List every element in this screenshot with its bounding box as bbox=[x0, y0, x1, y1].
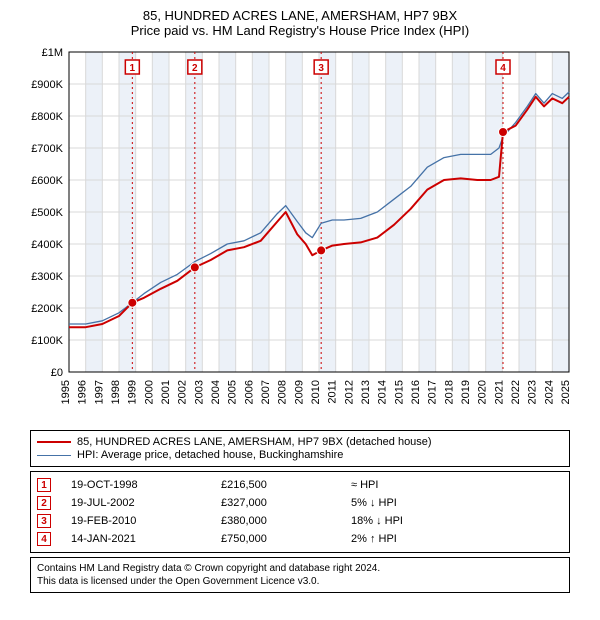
svg-text:2003: 2003 bbox=[193, 380, 205, 404]
footer-line: Contains HM Land Registry data © Crown c… bbox=[37, 562, 563, 575]
svg-text:2000: 2000 bbox=[143, 380, 155, 404]
svg-text:1996: 1996 bbox=[77, 380, 89, 404]
svg-text:2001: 2001 bbox=[160, 380, 172, 404]
svg-text:2020: 2020 bbox=[477, 380, 489, 404]
svg-text:2: 2 bbox=[192, 63, 198, 74]
tx-hpi-relation: 2% ↑ HPI bbox=[351, 533, 397, 545]
svg-text:1: 1 bbox=[130, 63, 136, 74]
svg-text:£200K: £200K bbox=[31, 303, 63, 315]
svg-text:2022: 2022 bbox=[510, 380, 522, 404]
svg-text:2021: 2021 bbox=[493, 380, 505, 404]
tx-price: £216,500 bbox=[221, 479, 351, 491]
svg-text:1995: 1995 bbox=[60, 380, 72, 404]
svg-text:2015: 2015 bbox=[393, 380, 405, 404]
svg-text:£500K: £500K bbox=[31, 207, 63, 219]
tx-date: 14-JAN-2021 bbox=[71, 533, 221, 545]
tx-date: 19-FEB-2010 bbox=[71, 515, 221, 527]
svg-text:£600K: £600K bbox=[31, 175, 63, 187]
tx-price: £327,000 bbox=[221, 497, 351, 509]
svg-text:£900K: £900K bbox=[31, 79, 63, 91]
svg-text:2025: 2025 bbox=[560, 380, 572, 404]
tx-marker: 1 bbox=[37, 478, 51, 492]
svg-text:2024: 2024 bbox=[543, 380, 555, 404]
svg-text:£300K: £300K bbox=[31, 271, 63, 283]
svg-text:£0: £0 bbox=[51, 367, 63, 379]
legend-item-property: 85, HUNDRED ACRES LANE, AMERSHAM, HP7 9B… bbox=[37, 436, 563, 448]
tx-marker: 3 bbox=[37, 514, 51, 528]
tx-price: £380,000 bbox=[221, 515, 351, 527]
svg-text:2014: 2014 bbox=[377, 380, 389, 404]
legend-label: 85, HUNDRED ACRES LANE, AMERSHAM, HP7 9B… bbox=[77, 436, 432, 448]
svg-text:2009: 2009 bbox=[293, 380, 305, 404]
svg-text:£800K: £800K bbox=[31, 111, 63, 123]
svg-text:2016: 2016 bbox=[410, 380, 422, 404]
svg-text:£1M: £1M bbox=[42, 47, 63, 59]
tx-hpi-relation: 18% ↓ HPI bbox=[351, 515, 403, 527]
svg-text:2004: 2004 bbox=[210, 380, 222, 404]
table-row: 1 19-OCT-1998£216,500≈ HPI bbox=[37, 476, 563, 494]
page-title: 85, HUNDRED ACRES LANE, AMERSHAM, HP7 9B… bbox=[10, 8, 590, 23]
tx-marker: 2 bbox=[37, 496, 51, 510]
legend-swatch bbox=[37, 455, 71, 456]
transactions-table: 1 19-OCT-1998£216,500≈ HPI 2 19-JUL-2002£32… bbox=[30, 471, 570, 553]
svg-text:2002: 2002 bbox=[177, 380, 189, 404]
svg-text:£400K: £400K bbox=[31, 239, 63, 251]
svg-text:2010: 2010 bbox=[310, 380, 322, 404]
tx-marker: 4 bbox=[37, 532, 51, 546]
svg-text:2019: 2019 bbox=[460, 380, 472, 404]
svg-text:3: 3 bbox=[318, 63, 324, 74]
price-chart: £0 £100K £200K £300K £400K £500K £600K £700K £80… bbox=[19, 44, 581, 424]
svg-text:2006: 2006 bbox=[243, 380, 255, 404]
svg-text:2013: 2013 bbox=[360, 380, 372, 404]
svg-text:2008: 2008 bbox=[277, 380, 289, 404]
tx-date: 19-OCT-1998 bbox=[71, 479, 221, 491]
legend-label: HPI: Average price, detached house, Buck… bbox=[77, 449, 343, 461]
legend-swatch bbox=[37, 441, 71, 443]
svg-text:2007: 2007 bbox=[260, 380, 272, 404]
page-subtitle: Price paid vs. HM Land Registry's House … bbox=[10, 23, 590, 38]
footer-line: This data is licensed under the Open Gov… bbox=[37, 575, 563, 588]
svg-text:1998: 1998 bbox=[110, 380, 122, 404]
svg-text:£100K: £100K bbox=[31, 335, 63, 347]
svg-text:2011: 2011 bbox=[327, 380, 339, 404]
table-row: 3 19-FEB-2010£380,00018% ↓ HPI bbox=[37, 512, 563, 530]
legend: 85, HUNDRED ACRES LANE, AMERSHAM, HP7 9B… bbox=[30, 430, 570, 467]
footer: Contains HM Land Registry data © Crown c… bbox=[30, 557, 570, 593]
svg-text:2017: 2017 bbox=[427, 380, 439, 404]
svg-text:1999: 1999 bbox=[127, 380, 139, 404]
svg-text:£700K: £700K bbox=[31, 143, 63, 155]
table-row: 2 19-JUL-2002£327,0005% ↓ HPI bbox=[37, 494, 563, 512]
svg-text:2005: 2005 bbox=[227, 380, 239, 404]
tx-hpi-relation: ≈ HPI bbox=[351, 479, 378, 491]
svg-text:2018: 2018 bbox=[443, 380, 455, 404]
table-row: 4 14-JAN-2021£750,0002% ↑ HPI bbox=[37, 530, 563, 548]
svg-text:2023: 2023 bbox=[527, 380, 539, 404]
tx-hpi-relation: 5% ↓ HPI bbox=[351, 497, 397, 509]
tx-date: 19-JUL-2002 bbox=[71, 497, 221, 509]
svg-text:4: 4 bbox=[500, 63, 506, 74]
svg-text:2012: 2012 bbox=[343, 380, 355, 404]
tx-price: £750,000 bbox=[221, 533, 351, 545]
svg-text:1997: 1997 bbox=[93, 380, 105, 404]
legend-item-hpi: HPI: Average price, detached house, Buck… bbox=[37, 449, 563, 461]
